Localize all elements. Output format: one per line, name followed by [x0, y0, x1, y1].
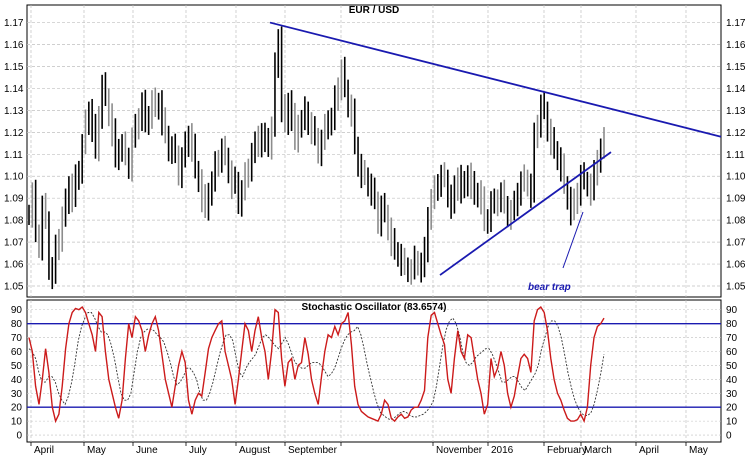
x-tick-label: April — [34, 445, 54, 455]
price-y-tick-left: 1.07 — [4, 238, 24, 249]
osc-y-tick-left: 70 — [11, 333, 23, 344]
price-y-tick-right: 1.08 — [726, 216, 746, 227]
price-y-tick-right: 1.11 — [726, 150, 745, 161]
x-tick-label: February — [547, 445, 587, 455]
oscillator-chart-title: Stochastic Oscillator (83.6574) — [301, 302, 446, 313]
oscillator-lines — [27, 305, 721, 424]
trendline-lower — [439, 151, 612, 276]
price-y-tick-left: 1.16 — [4, 40, 24, 51]
oscillator-panel-frame — [26, 299, 722, 443]
price-y-tick-left: 1.17 — [4, 18, 24, 29]
x-tick-label: 2016 — [491, 445, 514, 455]
price-y-tick-right: 1.17 — [726, 18, 746, 29]
osc-y-tick-right: 40 — [726, 375, 738, 386]
osc-y-tick-right: 70 — [726, 333, 738, 344]
bear-trap-annotation: bear trap — [528, 282, 571, 293]
price-bars — [28, 26, 605, 290]
price-panel-frame — [26, 4, 722, 298]
x-tick-label: May — [689, 445, 708, 455]
x-tick-label: June — [136, 445, 158, 455]
osc-y-tick-right: 60 — [726, 347, 738, 358]
price-y-tick-left: 1.06 — [4, 260, 24, 271]
price-y-tick-left: 1.11 — [4, 150, 23, 161]
osc-y-tick-left: 80 — [11, 319, 23, 330]
price-y-tick-left: 1.15 — [4, 62, 24, 73]
osc-k-line — [28, 305, 605, 424]
osc-y-tick-left: 40 — [11, 375, 23, 386]
price-y-tick-left: 1.10 — [4, 172, 24, 183]
osc-y-tick-right: 20 — [726, 403, 738, 414]
osc-d-line — [28, 312, 605, 421]
x-tick-label: July — [189, 445, 207, 455]
osc-y-tick-left: 30 — [11, 389, 23, 400]
price-y-tick-right: 1.09 — [726, 194, 746, 205]
price-y-tick-right: 1.07 — [726, 238, 746, 249]
price-y-tick-right: 1.14 — [726, 84, 746, 95]
price-y-tick-left: 1.12 — [4, 128, 24, 139]
osc-y-tick-right: 10 — [726, 417, 738, 428]
trendline-upper — [269, 21, 722, 138]
price-y-tick-right: 1.05 — [726, 282, 746, 293]
x-tick-label: April — [639, 445, 659, 455]
osc-y-tick-right: 0 — [726, 431, 732, 442]
x-tick-label: November — [436, 445, 483, 455]
osc-y-tick-right: 90 — [726, 305, 738, 316]
osc-y-tick-left: 50 — [11, 361, 23, 372]
price-y-tick-right: 1.15 — [726, 62, 746, 73]
trendlines — [269, 21, 722, 276]
x-tick-label: March — [584, 445, 612, 455]
osc-y-tick-left: 0 — [16, 431, 22, 442]
osc-y-tick-left: 10 — [11, 417, 23, 428]
osc-y-tick-right: 30 — [726, 389, 738, 400]
x-tick-label: August — [239, 445, 270, 455]
osc-y-tick-left: 20 — [11, 403, 23, 414]
bear-trap-arrow — [562, 211, 584, 269]
grid-lines — [27, 5, 721, 446]
price-y-tick-right: 1.16 — [726, 40, 746, 51]
price-y-tick-left: 1.14 — [4, 84, 24, 95]
x-tick-label: September — [288, 445, 338, 455]
price-y-tick-right: 1.06 — [726, 260, 746, 271]
osc-y-tick-right: 80 — [726, 319, 738, 330]
osc-y-tick-left: 90 — [11, 305, 23, 316]
price-chart-title: EUR / USD — [349, 5, 400, 16]
x-tick-label: May — [87, 445, 106, 455]
price-y-tick-left: 1.05 — [4, 282, 24, 293]
price-y-tick-left: 1.08 — [4, 216, 24, 227]
price-y-tick-left: 1.09 — [4, 194, 24, 205]
osc-y-tick-left: 60 — [11, 347, 23, 358]
tick-labels: 1.05 1.05 1.06 1.06 1.07 1.07 1.08 1.08 1.09 1.09… — [4, 18, 746, 455]
price-y-tick-left: 1.13 — [4, 106, 24, 117]
price-y-tick-right: 1.12 — [726, 128, 746, 139]
osc-y-tick-right: 50 — [726, 361, 738, 372]
price-y-tick-right: 1.13 — [726, 106, 746, 117]
price-y-tick-right: 1.10 — [726, 172, 746, 183]
